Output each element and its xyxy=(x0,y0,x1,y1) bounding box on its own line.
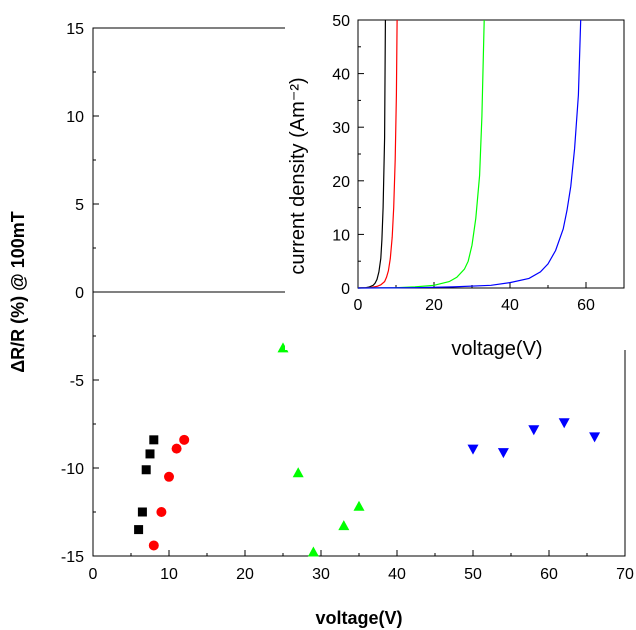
inset-x-tick-label: 0 xyxy=(354,297,363,314)
y-tick-label: -15 xyxy=(61,549,84,566)
data-point-circle xyxy=(156,507,167,517)
main-x-axis-label: voltage(V) xyxy=(315,608,402,628)
data-point-triangle-up xyxy=(307,546,319,557)
inset-y-tick-label: 30 xyxy=(332,120,350,137)
data-point-circle xyxy=(148,540,159,551)
x-tick-label: 70 xyxy=(616,566,634,583)
main-y-axis-label: ΔR/R (%) @ 100mT xyxy=(8,211,28,373)
inset-curve xyxy=(357,19,485,289)
x-tick-label: 20 xyxy=(236,566,254,583)
y-tick-label: -5 xyxy=(70,373,84,390)
y-tick-label: 10 xyxy=(66,109,84,126)
inset-curve xyxy=(357,19,582,289)
data-point-triangle-up xyxy=(292,467,304,478)
data-point-triangle-up xyxy=(353,500,365,511)
inset-x-tick-label: 60 xyxy=(577,297,595,314)
x-tick-label: 40 xyxy=(388,566,406,583)
inset-x-axis-label: voltage(V) xyxy=(451,338,542,360)
data-point-triangle-down xyxy=(497,448,509,459)
data-point-triangle-down xyxy=(558,418,570,429)
y-tick-label: 5 xyxy=(75,197,84,214)
y-tick-label: 0 xyxy=(75,285,84,302)
x-tick-label: 60 xyxy=(540,566,558,583)
inset-y-tick-label: 50 xyxy=(332,13,350,30)
data-point-square xyxy=(137,507,147,517)
main-plot: 0 10 20 30 40 50 60 70 -15 -10 -5 0 5 10 15 voltage(V)… xyxy=(8,21,634,628)
data-point-circle xyxy=(171,443,182,454)
data-point-square xyxy=(145,449,155,459)
data-point-circle xyxy=(164,471,174,482)
data-point-square xyxy=(134,525,144,535)
data-point-triangle-down xyxy=(467,444,479,455)
inset-plot-background xyxy=(285,10,630,350)
data-point-triangle-up xyxy=(338,520,350,531)
x-tick-label: 10 xyxy=(160,566,178,583)
inset-curve xyxy=(357,19,386,289)
y-tick-label: 15 xyxy=(66,21,84,38)
inset-y-tick-label: 20 xyxy=(332,174,350,191)
inset-y-tick-label: 10 xyxy=(332,227,350,244)
inset-x-tick-label: 40 xyxy=(501,297,519,314)
data-point-triangle-down xyxy=(589,432,601,443)
data-point-square xyxy=(141,465,151,475)
inset-curve xyxy=(357,19,398,289)
x-tick-label: 50 xyxy=(464,566,482,583)
inset-plot: 0 20 40 60 0 10 20 30 40 50 voltage(V) current de… xyxy=(285,10,630,360)
data-point-square xyxy=(149,435,159,445)
data-point-triangle-down xyxy=(528,425,540,436)
x-tick-label: 30 xyxy=(312,566,330,583)
y-tick-label: -10 xyxy=(61,461,84,478)
inset-y-axis-label: current density (Am⁻²) xyxy=(287,77,309,274)
x-tick-label: 0 xyxy=(89,566,98,583)
inset-y-tick-label: 40 xyxy=(332,67,350,84)
inset-x-tick-label: 20 xyxy=(425,297,443,314)
data-point-circle xyxy=(179,434,190,445)
inset-y-tick-label: 0 xyxy=(341,281,350,298)
